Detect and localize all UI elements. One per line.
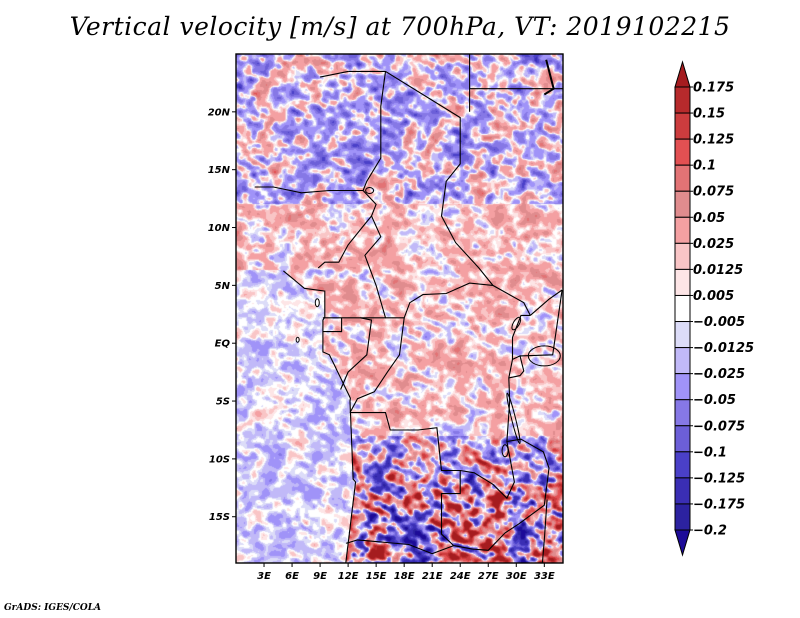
colorbar-swatch	[674, 399, 691, 427]
colorbar-swatch	[674, 477, 691, 505]
border-uganda-south-sudan	[529, 289, 563, 316]
y-tick-label: 10N	[208, 223, 231, 234]
colorbar-label: 0.125	[693, 133, 734, 148]
colorbar-swatch	[674, 138, 691, 166]
country-borders-overlay	[254, 54, 563, 564]
lake-chad	[365, 187, 375, 195]
colorbar-swatch	[674, 190, 691, 218]
colorbar-label: −0.005	[693, 315, 745, 330]
lake-mweru	[501, 444, 509, 458]
border-chad-sudan-car	[348, 70, 531, 316]
border-nigeria-cameroon	[317, 215, 372, 269]
sao-tome-island	[295, 336, 300, 343]
coastline	[283, 270, 357, 564]
x-tick-label: 15E	[366, 571, 387, 582]
lake-nasser	[543, 59, 555, 96]
x-tick-label: 21E	[422, 571, 443, 582]
colorbar-label: 0.15	[693, 107, 725, 122]
x-tick-label: 6E	[285, 571, 299, 582]
colorbar-swatch	[674, 373, 691, 401]
x-tick-label: 24E	[450, 571, 471, 582]
y-tick-label: 15S	[209, 512, 230, 523]
lake-albert	[511, 316, 522, 331]
colorbar-swatch	[674, 112, 691, 140]
colorbar-swatch	[674, 321, 691, 349]
colorbar-bottom-arrow	[674, 529, 691, 557]
chart-title: Vertical velocity [m/s] at 700hPa, VT: 2…	[69, 12, 731, 41]
border-central	[362, 71, 493, 319]
y-tick-label: EQ	[215, 339, 231, 350]
x-tick-label: 18E	[394, 571, 415, 582]
colorbar-swatch	[674, 503, 691, 531]
colorbar-label: −0.0125	[693, 341, 754, 356]
y-tick-label: 20N	[208, 107, 231, 118]
colorbar-label: −0.05	[693, 393, 736, 408]
map-panel	[236, 54, 563, 564]
colorbar-label: −0.1	[693, 445, 727, 460]
border-angola-namibia	[346, 539, 454, 555]
border-drc-east	[506, 314, 531, 442]
bioko-island	[314, 298, 320, 308]
y-tick-label: 15N	[208, 165, 231, 176]
grads-credit: GrADS: IGES/COLA	[4, 603, 102, 613]
colorbar-swatch	[674, 216, 691, 244]
border-niger-nigeria	[254, 186, 364, 194]
y-tick-label: 10S	[209, 454, 230, 465]
y-tick-label: 5N	[215, 281, 231, 292]
border-niger-libya	[319, 70, 349, 78]
x-tick-label: 12E	[338, 571, 359, 582]
x-tick-label: 33E	[534, 571, 555, 582]
x-axis: 3E 6E 9E 12E 15E 18E 21E 24E 27E 30E 33E	[257, 563, 555, 582]
border-mozambique	[541, 499, 548, 564]
x-tick-label: 9E	[313, 571, 327, 582]
colorbar-swatch	[674, 425, 691, 453]
border-eq-guinea	[322, 317, 343, 333]
colorbar-label: 0.1	[693, 159, 716, 174]
colorbar-top-arrow	[674, 60, 691, 88]
colorbar-swatch	[674, 294, 691, 323]
colorbar-label: −0.025	[693, 367, 745, 382]
colorbar-label: −0.075	[693, 419, 745, 434]
colorbar-swatch	[674, 242, 691, 270]
colorbar-legend: 0.175 0.15 0.125 0.1 0.075 0.05 0.025 0.0125 0.0…	[674, 60, 754, 557]
x-tick-label: 3E	[257, 571, 271, 582]
colorbar-label: 0.075	[693, 185, 734, 200]
x-tick-label: 27E	[478, 571, 499, 582]
border-angola-drc-zambia	[350, 412, 473, 550]
colorbar-label: 0.05	[693, 211, 725, 226]
colorbar-label: 0.0125	[693, 263, 743, 278]
colorbar-swatch	[674, 347, 691, 375]
colorbar-label: −0.2	[693, 524, 727, 539]
colorbar-swatch	[674, 86, 691, 114]
y-axis: 20N 15N 10N 5N EQ 5S 10S 15S	[208, 107, 236, 523]
x-tick-label: 30E	[506, 571, 527, 582]
colorbar-label: 0.175	[693, 81, 734, 96]
border-gabon-congo	[340, 317, 373, 390]
colorbar-swatch	[674, 451, 691, 479]
border-congo-drc	[349, 317, 405, 413]
colorbar-swatch	[674, 268, 691, 296]
colorbar-label: 0.005	[693, 289, 734, 304]
colorbar-label: −0.175	[693, 497, 745, 512]
colorbar-swatch	[674, 164, 691, 192]
y-tick-label: 5S	[216, 397, 230, 408]
border-zambia	[460, 438, 550, 551]
colorbar-label: −0.125	[693, 471, 745, 486]
colorbar-label: 0.025	[693, 237, 734, 252]
